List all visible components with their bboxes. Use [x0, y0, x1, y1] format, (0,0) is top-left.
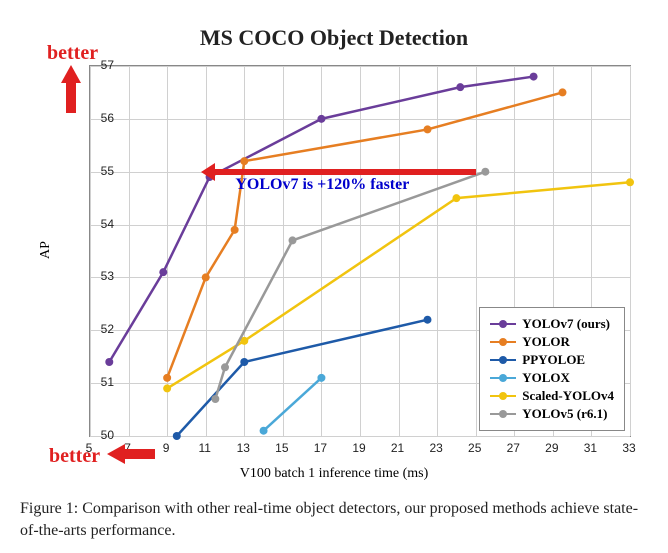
y-tick: 55 — [84, 164, 114, 178]
y-tick: 53 — [84, 269, 114, 283]
better-left-label: better — [49, 445, 100, 468]
legend-item: YOLOv7 (ours) — [490, 316, 614, 332]
annotation-text: YOLOv7 is +120% faster — [235, 176, 409, 194]
plot-area: YOLOv7 is +120% faster YOLOv7 (ours)YOLO… — [89, 65, 631, 437]
x-tick: 13 — [237, 441, 250, 455]
figure-caption: Figure 1: Comparison with other real-tim… — [0, 490, 668, 553]
x-tick: 19 — [352, 441, 365, 455]
legend-item: YOLOX — [490, 370, 614, 386]
chart-container: better MS COCO Object Detection YOLOv7 i… — [9, 10, 659, 490]
y-tick: 50 — [84, 428, 114, 442]
x-tick: 11 — [198, 441, 210, 455]
chart-title: MS COCO Object Detection — [200, 25, 468, 51]
y-tick: 54 — [84, 217, 114, 231]
y-tick: 56 — [84, 111, 114, 125]
annotation-arrow-icon — [215, 169, 475, 175]
x-tick: 29 — [545, 441, 558, 455]
y-axis-label: AP — [38, 241, 54, 259]
legend-item: Scaled-YOLOv4 — [490, 388, 614, 404]
y-tick: 52 — [84, 322, 114, 336]
x-tick: 33 — [622, 441, 635, 455]
y-tick: 57 — [84, 58, 114, 72]
arrow-up-icon — [61, 65, 81, 83]
x-tick: 9 — [163, 441, 170, 455]
legend-item: YOLOR — [490, 334, 614, 350]
x-tick: 31 — [584, 441, 597, 455]
arrow-left-icon — [107, 444, 125, 464]
legend-item: YOLOv5 (r6.1) — [490, 406, 614, 422]
x-tick: 23 — [429, 441, 442, 455]
y-tick: 51 — [84, 375, 114, 389]
x-tick: 21 — [391, 441, 404, 455]
x-tick: 17 — [314, 441, 327, 455]
legend: YOLOv7 (ours) YOLOR PPYOLOE YOLOX Scaled-YOL… — [479, 307, 625, 431]
x-tick: 27 — [507, 441, 520, 455]
x-tick: 15 — [275, 441, 288, 455]
legend-item: PPYOLOE — [490, 352, 614, 368]
x-axis-label: V100 batch 1 inference time (ms) — [240, 466, 429, 482]
x-tick: 25 — [468, 441, 481, 455]
